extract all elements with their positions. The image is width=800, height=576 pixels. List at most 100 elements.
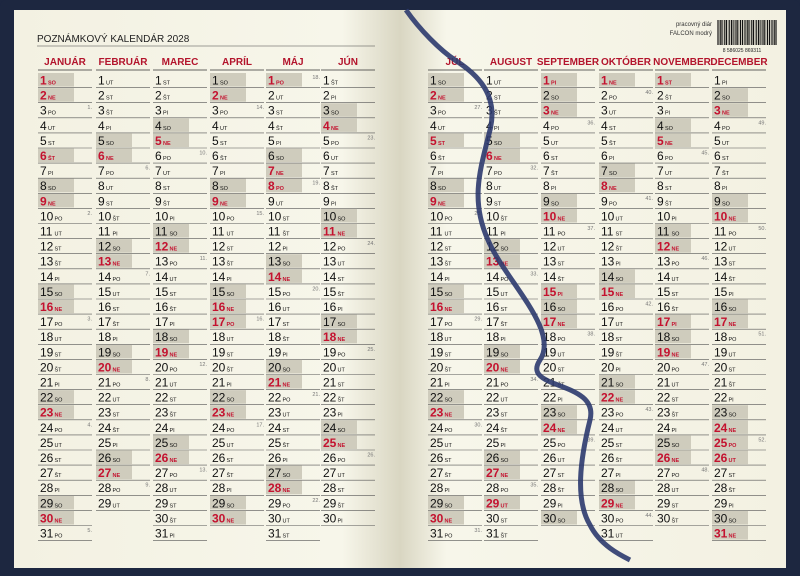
day-number: 30 [486,511,500,525]
weekday: PO [609,201,618,207]
day-number: 1 [212,74,219,88]
day-number: 25 [212,436,226,450]
day-number: 10 [268,209,282,223]
weekday: UT [558,352,566,358]
day-number: 11 [98,225,111,239]
weekday: UT [338,367,346,373]
weekday: ST [227,458,235,464]
day-number: 5 [601,134,608,148]
weekday: PO [616,307,625,313]
day-number: 5 [714,134,721,148]
day-number: 23 [714,406,728,420]
day-number: 21 [268,376,282,390]
weekday: ŠT [445,261,453,268]
weekday: UT [220,126,228,132]
day-number: 25 [657,436,671,450]
barcode-bar [754,20,756,45]
day-number: 18 [98,330,112,344]
day-number: 11 [430,225,443,239]
day-number: 26 [40,451,54,465]
weekend-shade [266,178,302,193]
weekend-shade [428,510,464,525]
barcode-bar [740,20,741,45]
weekend-shade [655,224,691,238]
day-number: 30 [714,511,728,525]
weekday: UT [338,262,346,268]
weekday: SO [672,232,681,238]
weekday: SO [227,292,236,298]
weekday: ST [338,277,346,283]
day-number: 21 [323,376,337,390]
day-number: 22 [714,391,728,405]
day-number: 30 [657,511,671,525]
day-number: 7 [601,164,608,178]
weekend-shade [153,435,189,449]
week-number: 6. [145,166,150,172]
day-number: 5 [323,134,330,148]
day-number: 6 [714,149,721,163]
weekday: NE [672,352,680,358]
day-number: 19 [657,345,671,359]
day-number: 10 [98,209,112,223]
weekday: UT [227,232,235,238]
day-number: 1 [714,74,721,88]
weekday: ŠT [501,215,509,222]
weekday: SO [609,171,618,177]
day-number: 9 [155,194,162,208]
weekday: ŠT [283,336,291,343]
barcode-bar [736,20,738,45]
week-number: 45. [701,151,709,157]
barcode-bar [756,20,758,45]
week-number: 21. [312,392,320,398]
day-number: 2 [155,89,162,103]
day-number: 17 [40,315,54,329]
barcode-bar [745,20,747,45]
weekday: ST [616,337,624,343]
weekend-shade [655,133,691,147]
weekday: PO [170,262,179,268]
weekday: SO [170,232,179,238]
weekday: PO [113,277,122,283]
weekday: ST [609,126,617,132]
weekday: ŠT [48,154,56,162]
day-number: 4 [543,119,550,133]
weekday: ST [55,458,63,464]
week-number: 33. [530,271,538,277]
barcode-bar [767,20,768,45]
week-number: 18. [312,75,320,81]
weekend-shade [599,269,635,283]
weekend-shade [484,148,520,163]
weekday: SO [501,458,510,464]
weekday: NE [220,201,228,207]
weekday: SO [445,398,454,404]
week-number: 15. [256,211,264,217]
day-number: 15 [543,285,557,299]
day-number: 12 [155,240,169,254]
day-number: 4 [714,119,721,133]
day-number: 20 [212,360,226,374]
weekday: PI [113,443,119,449]
day-number: 26 [543,451,557,465]
day-number: 25 [601,436,615,450]
day-number: 1 [155,74,162,88]
day-number: 1 [98,74,105,88]
day-number: 22 [212,391,226,405]
month-name: AUGUST [490,57,532,68]
weekday: ST [558,473,566,479]
day-number: 26 [98,451,112,465]
day-number: 12 [543,240,557,254]
weekday: PO [283,503,292,509]
day-number: 19 [430,345,444,359]
weekday: UT [276,96,284,102]
weekday: UT [283,413,291,419]
day-number: 27 [155,466,169,480]
weekday: SO [501,352,510,358]
weekday: ŠT [55,366,63,373]
weekday: SO [729,518,738,524]
weekday: PI [609,156,615,162]
day-number: 4 [430,119,437,133]
week-number: 10. [199,151,207,157]
weekday: NE [106,156,114,162]
barcode-bar [763,20,765,45]
weekday: PO [170,367,179,373]
